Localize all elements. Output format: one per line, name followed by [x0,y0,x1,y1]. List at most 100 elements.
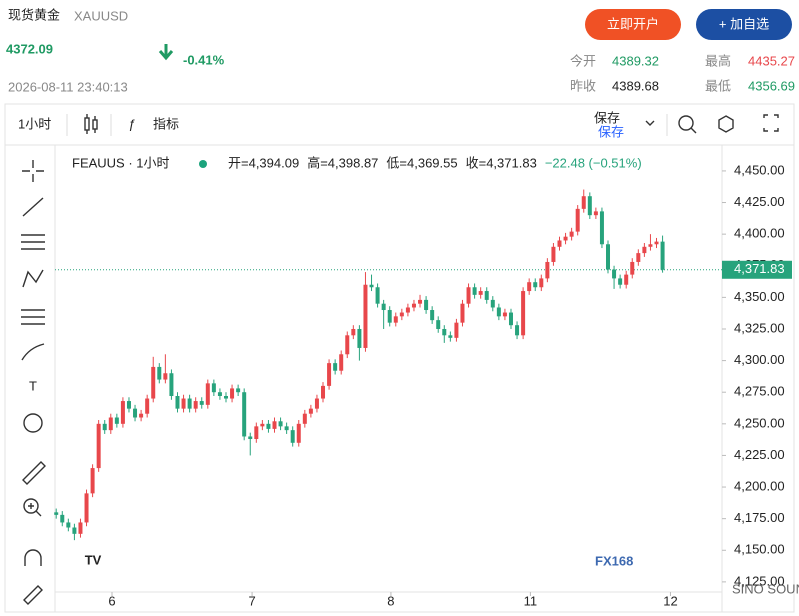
candle-body [557,240,562,247]
watermark: SINO SOUND [732,581,799,596]
save-sub[interactable]: 保存 [598,124,624,139]
y-tick-label: 4,125.00 [734,573,785,588]
candle-body [260,423,265,427]
candle-body [223,396,228,399]
candle-body [90,468,95,494]
candle-body [230,388,235,399]
candle-body [181,398,186,409]
indicators[interactable]: 指标 [153,116,179,131]
stat-value: 4389.68 [612,78,659,93]
candle-body [411,303,416,308]
line-tool-icon[interactable] [22,197,44,217]
candle-body [654,241,659,245]
candle-body [563,236,568,241]
candle-body [278,421,283,427]
candle-body [599,211,604,245]
candle-body [96,423,101,469]
candle-body [72,527,77,534]
dropdown-icon[interactable] [645,120,655,126]
symbol: XAUUSD [74,8,128,23]
crosshair-icon[interactable] [22,160,44,182]
candle-body [193,401,198,409]
status-dot [199,160,207,168]
title: 现货黄金 [8,7,60,22]
alert-icon[interactable] [678,115,697,134]
candle-body [387,310,392,323]
candle-body [145,398,150,414]
y-tick-label: 4,450.00 [734,162,785,177]
candle-body [66,522,71,528]
plot [54,189,722,541]
candle-body [266,423,271,429]
ruler-icon[interactable] [22,461,46,485]
y-tick-label: 4,400.00 [734,226,785,241]
pencil-lock-icon[interactable] [23,585,43,605]
settings-icon[interactable] [718,115,734,133]
candle-body [272,421,277,429]
fullscreen-icon[interactable] [763,114,779,132]
candle-body [363,284,368,348]
brush-tool-icon[interactable] [21,343,45,361]
candle-body [54,512,59,515]
candle-body [236,388,241,393]
y-tick-label: 4,150.00 [734,542,785,557]
candle-body [357,328,362,348]
candle-body [114,417,119,424]
add-watch-label[interactable]: + 加自选 [719,16,769,31]
tv-logo [80,550,106,572]
open-account-label[interactable]: 立即开户 [607,16,659,31]
ohlc-legend: 开=4,394.09 高=4,398.87 低=4,369.55 收=4,371.83… [228,155,642,170]
add-watch-button[interactable] [696,9,792,40]
candle-body [442,328,447,336]
zoom-icon[interactable] [23,498,42,517]
ohlc-item: −22.48 (−0.51%) [545,155,642,170]
change: -0.41% [183,52,225,67]
candle-body [660,241,665,270]
candle-body [466,287,471,304]
candle-body [308,408,313,414]
candle-body [217,392,222,397]
candle-body [296,423,301,443]
save[interactable]: 保存 [594,110,620,125]
candle-body [448,335,453,338]
magnet-icon[interactable] [24,549,42,566]
text-tool-icon[interactable]: T [29,378,37,393]
candle-body [424,299,429,311]
candle-body [521,291,526,336]
x-tick-label: 6 [108,593,115,608]
stat-value: 4435.27 [748,53,795,68]
candle-body [569,231,574,237]
fx-icon[interactable]: ƒ [128,116,135,131]
open-account-button[interactable] [585,9,681,40]
candle-body [618,278,623,285]
candle-type-icon[interactable] [84,114,98,134]
candle-body [242,392,247,437]
last-price-label: 4,371.83 [734,261,785,276]
stat-label: 昨收 [570,78,596,93]
candle-body [587,196,592,216]
stat-label: 最低 [705,78,731,93]
ohlc-item: 高=4,398.87 [307,155,378,170]
candle-body [254,426,259,439]
candle-body [648,244,653,247]
y-tick-label: 4,425.00 [734,194,785,209]
fib-tool-icon[interactable] [21,234,45,250]
pattern-tool-icon[interactable] [22,269,44,288]
candle-body [399,312,404,317]
emoji-tool-icon[interactable] [23,413,43,433]
candle-body [333,363,338,371]
candle-body [321,385,326,399]
candle-body [508,312,513,326]
candle-body [248,436,253,439]
candle-body [78,522,83,534]
stat-value: 4389.32 [612,53,659,68]
x-tick-label: 8 [387,593,394,608]
candle-body [290,430,295,443]
interval[interactable]: 1小时 [18,116,51,131]
chart-frame [4,103,795,613]
forecast-tool-icon[interactable] [21,309,45,325]
candle-body [151,366,156,399]
candle-body [139,413,144,418]
x-tick-label: 7 [248,593,255,608]
